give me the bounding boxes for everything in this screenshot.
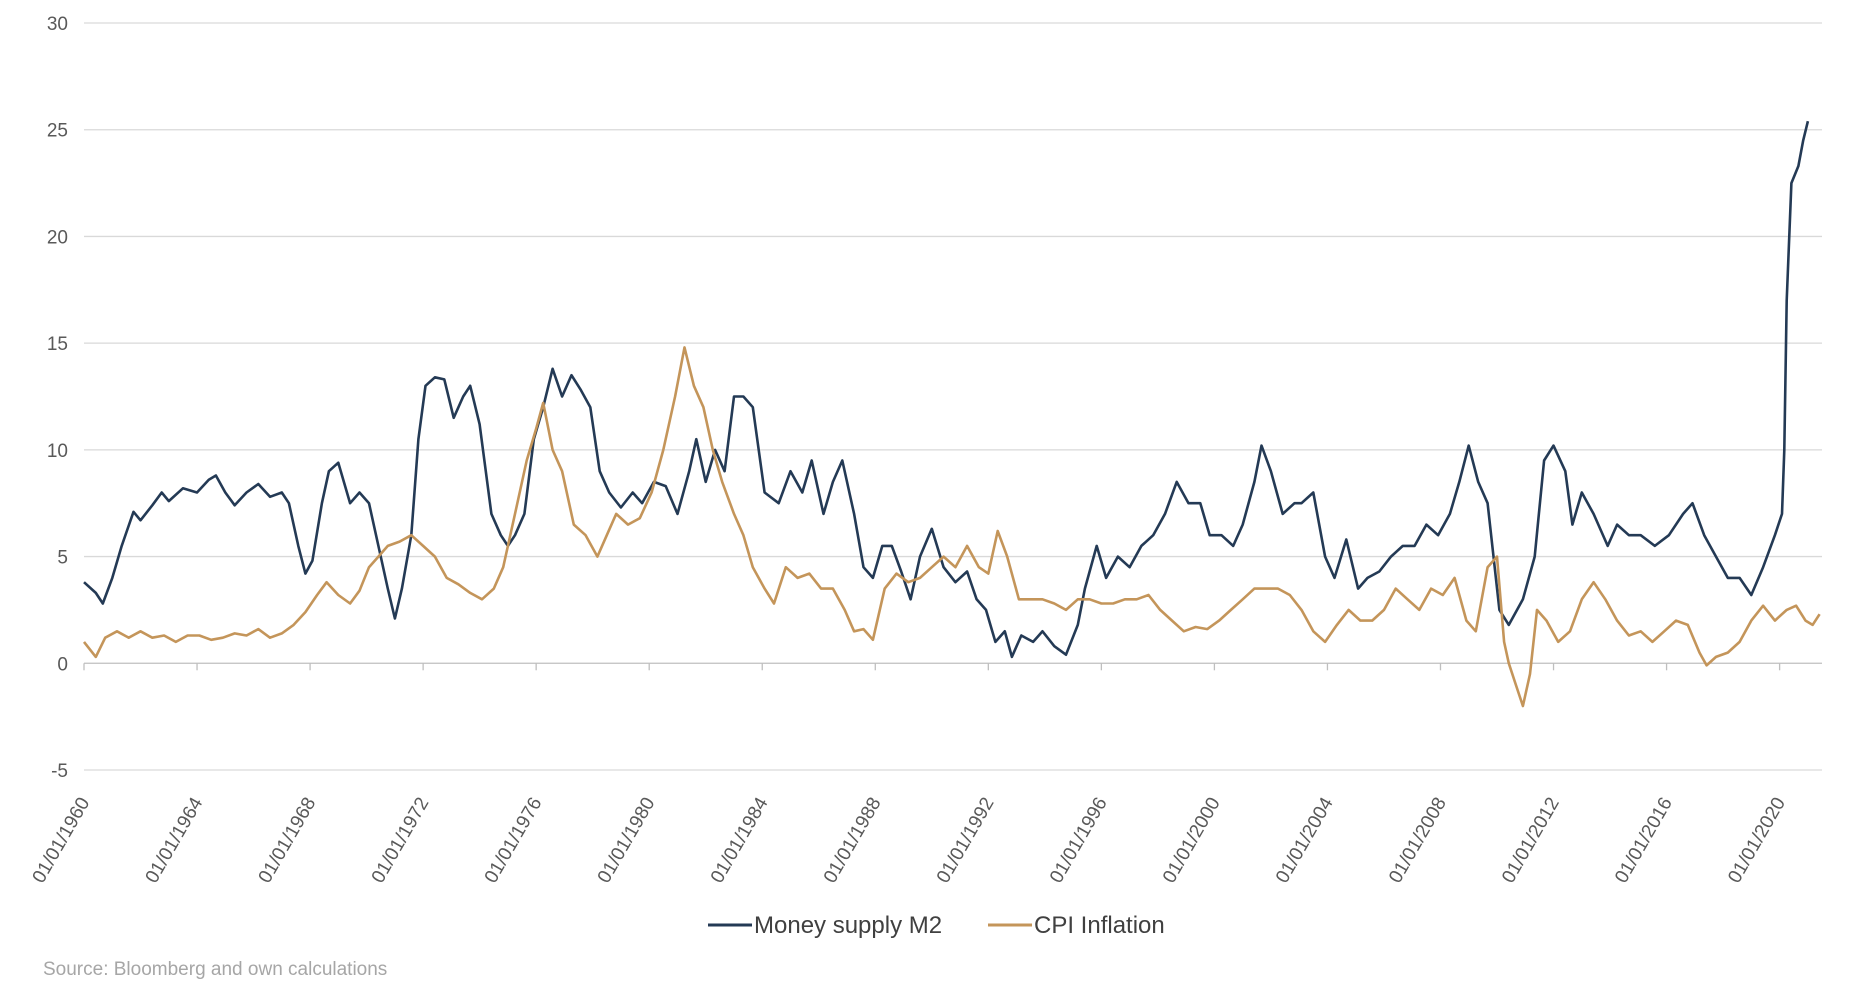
x-tick-label: 01/01/1976: [481, 794, 547, 887]
y-tick-label: -5: [51, 761, 68, 782]
x-tick-label: 01/01/2016: [1611, 794, 1677, 887]
x-tick-label: 01/01/1984: [707, 794, 773, 887]
y-tick-label: 30: [47, 14, 68, 35]
legend-label-cpi-inflation: CPI Inflation: [1034, 912, 1165, 939]
x-tick-label: 01/01/1988: [820, 794, 886, 887]
x-tick-label: 01/01/2012: [1498, 794, 1564, 887]
x-tick-label: 01/01/2000: [1159, 794, 1225, 887]
x-tick-label: 01/01/1972: [368, 794, 434, 887]
x-axis: 01/01/1960 01/01/1964 01/01/1968 01/01/1972…: [29, 662, 1822, 887]
y-tick-label: 25: [47, 121, 68, 142]
source-note: Source: Bloomberg and own calculations: [43, 959, 387, 980]
x-tick-label: 01/01/1968: [255, 794, 321, 887]
x-tick-label: 01/01/2008: [1385, 794, 1451, 887]
legend-label-money-supply: Money supply M2: [754, 912, 942, 939]
x-tick-label: 01/01/1964: [142, 794, 208, 887]
y-tick-label: 10: [47, 441, 68, 462]
x-tick-label: 01/01/1992: [933, 794, 999, 887]
gridlines: [84, 22, 1822, 771]
x-tick-label: 01/01/2004: [1272, 794, 1338, 887]
x-tick-label: 01/01/2020: [1724, 794, 1790, 887]
series-lines: [82, 120, 1821, 708]
y-axis-ticks: -5 0 5 10 15 20 25 30: [47, 14, 68, 782]
legend-item-cpi-inflation: CPI Inflation: [988, 912, 1165, 939]
y-tick-label: 20: [47, 227, 68, 248]
legend-item-money-supply: Money supply M2: [708, 912, 942, 939]
series-line-cpi-inflation: [82, 346, 1821, 708]
x-tick-label: 01/01/1960: [29, 794, 95, 887]
x-tick-label: 01/01/1996: [1046, 794, 1112, 887]
x-tick-label: 01/01/1980: [594, 794, 660, 887]
y-tick-label: 5: [57, 548, 68, 569]
y-tick-label: 0: [57, 654, 68, 675]
legend: Money supply M2 CPI Inflation: [708, 912, 1165, 939]
y-tick-label: 15: [47, 334, 68, 355]
series-line-money-supply: [83, 120, 1810, 659]
